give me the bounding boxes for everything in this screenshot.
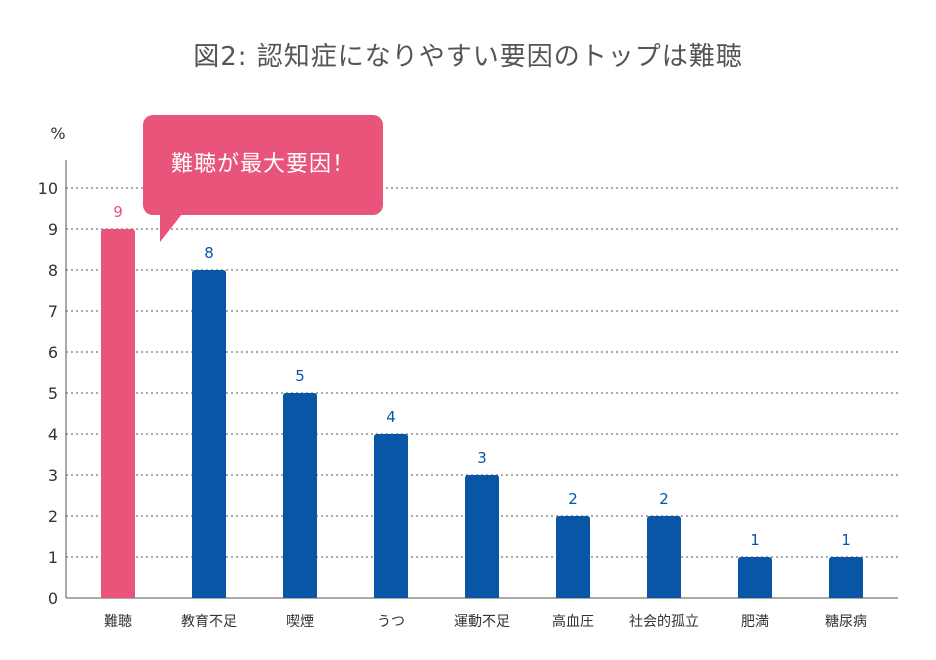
annotation-callout-tail: [160, 214, 182, 242]
annotation-callout: 難聴が最大要因！: [143, 115, 383, 215]
y-axis-unit-label: %: [50, 124, 65, 143]
category-label: 高血圧: [552, 613, 594, 630]
bar-1: [101, 229, 135, 598]
y-tick-label: 5: [48, 384, 58, 403]
category-label: 教育不足: [181, 614, 237, 630]
data-label: 2: [659, 490, 669, 508]
y-tick-label: 6: [48, 343, 58, 362]
data-labels: 9 8 5 4 3 2 2 1 1: [113, 203, 851, 549]
y-tick-label: 2: [48, 507, 58, 526]
bar-9: [829, 557, 863, 598]
category-label: 糖尿病: [825, 614, 867, 630]
data-label: 1: [841, 531, 851, 549]
data-label: 4: [386, 408, 396, 426]
y-tick-label: 4: [48, 425, 58, 444]
data-label: 5: [295, 367, 305, 385]
category-label: 運動不足: [454, 614, 510, 630]
y-tick-label: 10: [38, 179, 58, 198]
bar-3: [283, 393, 317, 598]
bar-4: [374, 434, 408, 598]
data-label: 1: [750, 531, 760, 549]
category-label: 社会的孤立: [629, 614, 699, 630]
category-label: 肥満: [741, 614, 769, 630]
data-label: 3: [477, 449, 487, 467]
bar-7: [647, 516, 681, 598]
data-label: 9: [113, 203, 123, 221]
bar-8: [738, 557, 772, 598]
chart-title: 図2: 認知症になりやすい要因のトップは難聴: [193, 42, 743, 72]
data-label: 8: [204, 244, 214, 262]
data-label: 2: [568, 490, 578, 508]
category-labels: 難聴 教育不足 喫煙 うつ 運動不足 高血圧 社会的孤立 肥満 糖尿病: [104, 613, 867, 630]
bar-2: [192, 270, 226, 598]
bars: [101, 229, 863, 598]
category-label: うつ: [377, 614, 405, 630]
bar-6: [556, 516, 590, 598]
y-tick-label: 1: [48, 548, 58, 567]
y-tick-label: 8: [48, 261, 58, 280]
category-label: 喫煙: [286, 614, 314, 630]
y-tick-labels: 0 1 2 3 4 5 6 7 8 9 10: [38, 179, 58, 608]
y-tick-label: 0: [48, 589, 58, 608]
y-tick-label: 7: [48, 302, 58, 321]
category-label: 難聴: [104, 614, 132, 630]
y-tick-label: 9: [48, 220, 58, 239]
bar-5: [465, 475, 499, 598]
y-tick-label: 3: [48, 466, 58, 485]
